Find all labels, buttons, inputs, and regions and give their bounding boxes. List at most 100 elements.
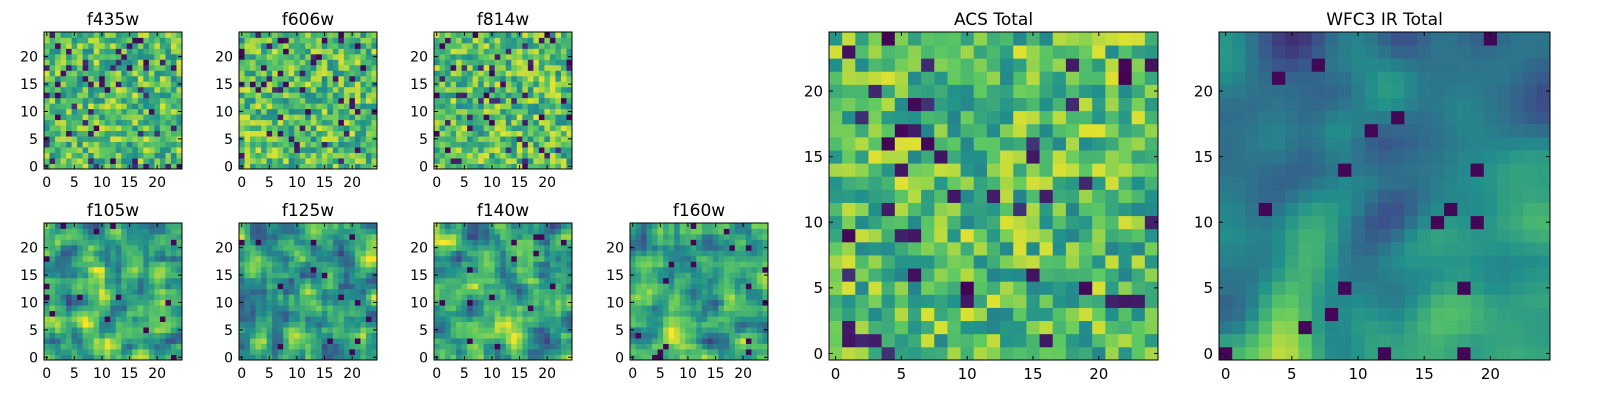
heatmap-cell <box>729 250 735 256</box>
heatmap-cell <box>473 316 479 322</box>
heatmap-cell <box>72 256 78 262</box>
heatmap-cell <box>522 311 528 317</box>
heatmap-cell <box>149 131 155 137</box>
heatmap-cell <box>680 245 686 251</box>
heatmap-cell <box>149 272 155 278</box>
heatmap-cell <box>160 223 166 229</box>
heatmap-cell <box>349 294 355 300</box>
heatmap-cell <box>1092 176 1106 190</box>
heatmap-cell <box>550 311 556 317</box>
heatmap-cell <box>250 131 256 137</box>
heatmap-cell <box>311 327 317 333</box>
heatmap-cell <box>44 87 50 93</box>
heatmap-cell <box>50 92 56 98</box>
heatmap-cell <box>94 278 100 284</box>
heatmap-cell <box>66 142 72 148</box>
heatmap-cell <box>283 250 289 256</box>
heatmap-cell <box>171 267 177 273</box>
heatmap-cell <box>72 147 78 153</box>
heatmap-cell <box>110 333 116 339</box>
heatmap-cell <box>305 120 311 126</box>
heatmap-cell <box>77 43 83 49</box>
heatmap-cell <box>127 333 133 339</box>
heatmap-cell <box>500 228 506 234</box>
heatmap-cell <box>105 278 111 284</box>
heatmap-cell <box>99 289 105 295</box>
heatmap-cell <box>154 76 160 82</box>
heatmap-cell <box>533 234 539 240</box>
heatmap-cell <box>495 278 501 284</box>
heatmap-cell <box>250 120 256 126</box>
heatmap-cell <box>533 109 539 115</box>
heatmap-cell <box>555 120 561 126</box>
y-tick-label: 15 <box>410 77 428 93</box>
heatmap-cell <box>506 234 512 240</box>
heatmap-cell <box>544 305 550 311</box>
heatmap-cell <box>154 65 160 71</box>
heatmap-cell <box>550 92 556 98</box>
heatmap-cell <box>272 223 278 229</box>
heatmap-cell <box>267 294 273 300</box>
heatmap-cell <box>696 256 702 262</box>
heatmap-cell <box>561 125 567 131</box>
heatmap-cell <box>506 267 512 273</box>
heatmap-cell <box>278 37 284 43</box>
heatmap-cell <box>555 109 561 115</box>
panel-title: f105w <box>87 201 139 221</box>
heatmap-cell <box>300 54 306 60</box>
heatmap-cell <box>278 76 284 82</box>
heatmap-cell <box>451 48 457 54</box>
heatmap-cell <box>349 245 355 251</box>
heatmap-cell <box>355 223 361 229</box>
heatmap-cell <box>305 103 311 109</box>
heatmap-cell <box>434 103 440 109</box>
heatmap-cell <box>934 347 948 361</box>
heatmap-cell <box>1119 216 1133 230</box>
heatmap-cell <box>165 76 171 82</box>
y-tick-label: 0 <box>419 350 428 366</box>
heatmap-cell <box>751 338 757 344</box>
heatmap-cell <box>528 131 534 137</box>
heatmap-cell <box>500 54 506 60</box>
heatmap-cell <box>1040 163 1054 177</box>
heatmap-cell <box>550 250 556 256</box>
heatmap-cell <box>143 158 149 164</box>
heatmap-cell <box>456 322 462 328</box>
heatmap-cell <box>718 228 724 234</box>
heatmap-cell <box>434 278 440 284</box>
heatmap-cell <box>294 48 300 54</box>
heatmap-cell <box>445 316 451 322</box>
heatmap-cell <box>895 321 909 335</box>
heatmap-cells <box>239 223 377 360</box>
heatmap-cell <box>267 338 273 344</box>
heatmap-cell <box>987 321 1001 335</box>
heatmap-cell <box>696 305 702 311</box>
heatmap-cell <box>440 338 446 344</box>
heatmap-cell <box>740 283 746 289</box>
heatmap-cell <box>746 245 752 251</box>
heatmap-cell <box>305 283 311 289</box>
heatmap-cell <box>261 234 267 240</box>
heatmap-cell <box>484 316 490 322</box>
heatmap-cell <box>355 250 361 256</box>
heatmap-cell <box>561 234 567 240</box>
heatmap-cell <box>132 305 138 311</box>
heatmap-cell <box>1079 281 1093 295</box>
heatmap-cell <box>327 153 333 159</box>
heatmap-cell <box>116 37 122 43</box>
heatmap-cell <box>561 65 567 71</box>
heatmap-cell <box>707 333 713 339</box>
heatmap-cell <box>116 228 122 234</box>
heatmap-cell <box>478 239 484 245</box>
heatmap-cell <box>366 147 372 153</box>
heatmap-cell <box>245 125 251 131</box>
heatmap-cell <box>132 43 138 49</box>
heatmap-cell <box>544 256 550 262</box>
heatmap-cell <box>868 203 882 217</box>
heatmap-cell <box>300 272 306 278</box>
heatmap-cell <box>116 125 122 131</box>
heatmap-cell <box>550 59 556 65</box>
heatmap-cell <box>333 65 339 71</box>
heatmap-cell <box>61 37 67 43</box>
heatmap-cell <box>500 153 506 159</box>
